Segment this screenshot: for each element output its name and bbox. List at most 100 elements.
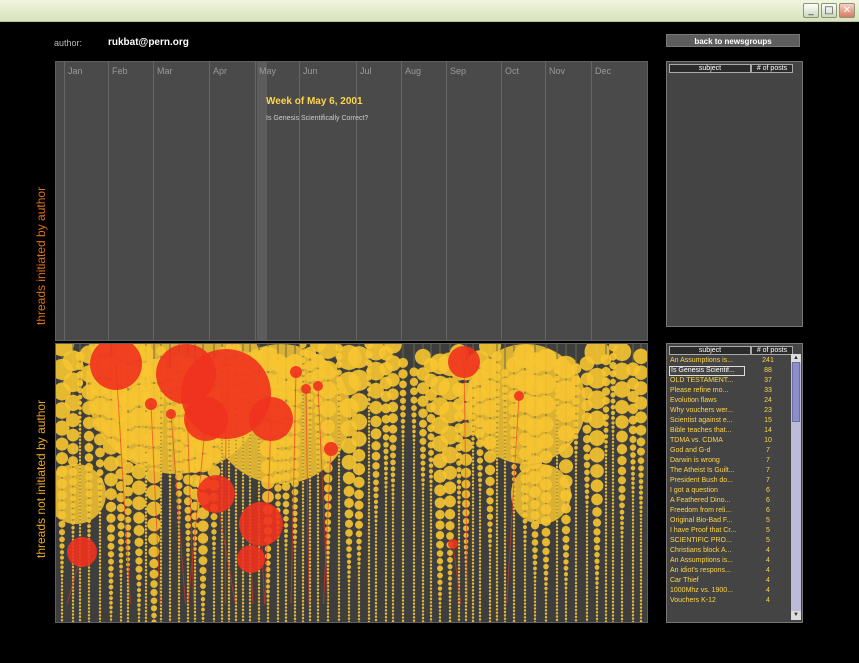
thread-bubble[interactable] xyxy=(448,595,452,599)
thread-bubble[interactable] xyxy=(371,441,381,451)
thread-bubble[interactable] xyxy=(347,575,351,579)
thread-bubble[interactable] xyxy=(434,497,446,509)
maximize-icon[interactable]: □ xyxy=(821,3,837,18)
thread-bubble[interactable] xyxy=(512,609,516,613)
thread-bubble[interactable] xyxy=(601,377,611,387)
thread-bubble[interactable] xyxy=(308,479,312,482)
thread-bubble[interactable] xyxy=(241,588,245,591)
thread-bubble[interactable] xyxy=(391,619,395,622)
thread-bubble[interactable] xyxy=(611,508,615,512)
thread-bubble[interactable] xyxy=(87,603,91,607)
thread-bubble[interactable] xyxy=(384,520,388,524)
thread-bubble[interactable] xyxy=(564,586,568,590)
thread-bubble[interactable] xyxy=(604,460,608,464)
thread-bubble[interactable] xyxy=(284,551,288,555)
thread-bubble[interactable] xyxy=(478,509,482,512)
month-may[interactable]: May xyxy=(255,62,276,340)
thread-bubble[interactable] xyxy=(491,351,503,362)
thread-bubble[interactable] xyxy=(639,517,643,521)
thread-bubble[interactable] xyxy=(177,620,181,623)
thread-bubble[interactable] xyxy=(555,479,559,482)
thread-bubble[interactable] xyxy=(174,472,184,481)
thread-bubble[interactable] xyxy=(308,618,312,622)
thread-bubble[interactable] xyxy=(227,583,231,587)
thread-bubble[interactable] xyxy=(177,583,181,586)
thread-bubble[interactable] xyxy=(241,493,245,496)
thread-bubble[interactable] xyxy=(241,503,245,506)
thread-bubble[interactable] xyxy=(200,583,206,589)
thread-bubble[interactable] xyxy=(495,448,499,451)
thread-bubble[interactable] xyxy=(227,515,231,519)
thread-bubble[interactable] xyxy=(337,563,341,567)
thread-bubble[interactable] xyxy=(631,471,635,476)
thread-bubble[interactable] xyxy=(512,517,516,521)
thread-bubble[interactable] xyxy=(457,557,461,560)
thread-bubble[interactable] xyxy=(523,578,527,582)
thread-bubble[interactable] xyxy=(412,507,416,510)
thread-bubble[interactable] xyxy=(388,424,398,434)
thread-bubble[interactable] xyxy=(476,457,484,464)
thread-bubble[interactable] xyxy=(588,410,606,429)
thread-bubble[interactable] xyxy=(554,375,560,382)
thread-bubble[interactable] xyxy=(631,535,635,539)
thread-bubble[interactable] xyxy=(555,492,559,496)
thread-bubble[interactable] xyxy=(374,547,378,550)
thread-bubble[interactable] xyxy=(70,502,76,508)
thread-bubble[interactable] xyxy=(503,467,507,471)
thread-bubble[interactable] xyxy=(544,586,548,591)
thread-bubble[interactable] xyxy=(412,429,416,434)
thread-bubble[interactable] xyxy=(533,590,537,593)
thread-bubble[interactable] xyxy=(448,599,452,602)
thread-bubble[interactable] xyxy=(59,543,65,549)
thread-bubble[interactable] xyxy=(412,578,416,582)
thread-bubble[interactable] xyxy=(367,512,371,515)
thread-bubble[interactable] xyxy=(401,497,405,500)
thread-bubble[interactable] xyxy=(159,464,163,468)
thread-bubble[interactable] xyxy=(457,533,461,536)
thread-bubble[interactable] xyxy=(400,418,406,424)
thread-bubble[interactable] xyxy=(367,397,371,402)
thread-bubble[interactable] xyxy=(326,555,330,560)
thread-bubble[interactable] xyxy=(503,515,507,518)
thread-bubble[interactable] xyxy=(478,594,482,597)
thread-bubble[interactable] xyxy=(220,597,224,600)
thread-bubble[interactable] xyxy=(555,564,559,567)
thread-bubble[interactable] xyxy=(503,617,507,620)
thread-bubble[interactable] xyxy=(512,534,516,538)
thread-bubble[interactable] xyxy=(346,559,352,564)
thread-bubble[interactable] xyxy=(276,549,280,552)
thread-bubble[interactable] xyxy=(544,609,548,612)
thread-bubble[interactable] xyxy=(611,502,615,505)
thread-bubble[interactable] xyxy=(620,583,624,587)
thread-bubble[interactable] xyxy=(186,565,190,569)
thread-bubble[interactable] xyxy=(234,526,238,530)
thread-bubble[interactable] xyxy=(639,545,643,548)
thread-bubble[interactable] xyxy=(193,614,197,617)
thread-bubble[interactable] xyxy=(384,496,388,500)
thread-bubble[interactable] xyxy=(533,597,537,600)
thread-bubble[interactable] xyxy=(523,595,527,599)
thread-bubble[interactable] xyxy=(391,609,395,613)
thread-bubble[interactable] xyxy=(168,526,172,530)
thread-bubble[interactable] xyxy=(78,598,82,601)
thread-bubble[interactable] xyxy=(495,601,499,604)
thread-bubble[interactable] xyxy=(301,514,305,518)
thread-bubble[interactable] xyxy=(201,607,205,612)
thread-bubble[interactable] xyxy=(463,532,469,538)
thread-bubble[interactable] xyxy=(248,431,252,435)
thread-bubble[interactable] xyxy=(144,487,148,490)
thread-bubble[interactable] xyxy=(78,618,82,622)
thread-bubble[interactable] xyxy=(126,616,130,620)
thread-bubble[interactable] xyxy=(308,506,312,510)
thread-bubble[interactable] xyxy=(391,572,395,575)
thread-bubble[interactable] xyxy=(488,539,492,543)
author-post-bubble[interactable] xyxy=(290,366,302,378)
thread-bubble[interactable] xyxy=(301,474,305,477)
thread-bubble[interactable] xyxy=(529,486,541,498)
thread-bubble[interactable] xyxy=(503,481,507,484)
thread-bubble[interactable] xyxy=(611,566,615,570)
thread-bubble[interactable] xyxy=(585,533,589,536)
thread-bubble[interactable] xyxy=(421,548,425,552)
thread-bubble[interactable] xyxy=(71,599,75,603)
thread-bubble[interactable] xyxy=(512,568,516,572)
